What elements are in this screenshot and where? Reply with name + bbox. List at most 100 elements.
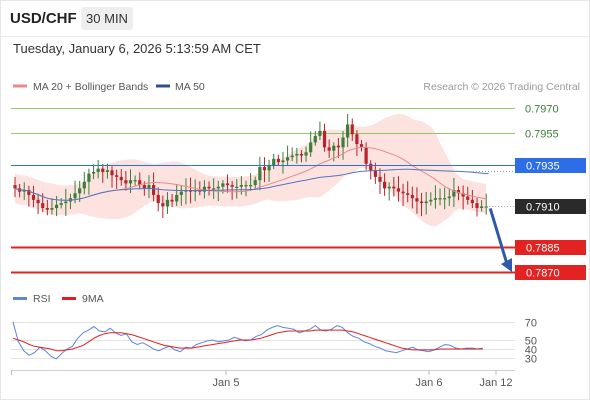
- candle-body: [147, 185, 151, 189]
- candle-body: [82, 181, 86, 189]
- pivot-label-box: [515, 158, 586, 173]
- candle-body: [447, 196, 451, 199]
- candle-body: [225, 183, 230, 186]
- current-price-box: [515, 199, 586, 214]
- candle-body: [27, 190, 31, 195]
- candle-body: [373, 170, 377, 177]
- candle-body: [175, 194, 179, 202]
- candle-body: [91, 171, 96, 174]
- timeframe-button[interactable]: 30 MIN: [81, 7, 133, 30]
- projection-arrow-shaft: [488, 207, 509, 265]
- candle-body: [50, 208, 54, 210]
- candle-body: [383, 181, 387, 189]
- rsi-ma-line: [12, 329, 483, 352]
- candle-body: [128, 180, 133, 184]
- ma50-legend-swatch: [156, 84, 170, 88]
- candle-body: [87, 173, 91, 182]
- ma50-line: [14, 168, 489, 201]
- current-price-label: 0.7910: [526, 202, 560, 214]
- candle-body: [133, 180, 137, 182]
- candle-body: [350, 124, 354, 135]
- candle-body: [369, 163, 373, 171]
- candle-body: [355, 134, 359, 145]
- x-tick-label-1: Jan 6: [416, 377, 443, 389]
- candle-body: [78, 188, 82, 194]
- price-levels: 0.7970 0.7955 0.7935 0.7910 0.7885 0.7870: [11, 104, 586, 280]
- candle-body: [313, 135, 317, 143]
- bollinger-band: [15, 113, 487, 227]
- candle-body: [258, 167, 262, 181]
- candle-body: [161, 203, 165, 207]
- candle-body: [124, 180, 128, 184]
- candle-body: [272, 158, 276, 166]
- candle-body: [461, 193, 465, 197]
- candle-body: [110, 170, 114, 176]
- candle-body: [45, 208, 49, 210]
- candle-body: [152, 185, 156, 195]
- candle-body: [304, 152, 308, 156]
- candle-body: [290, 155, 294, 158]
- support-label-box-4: [515, 240, 586, 255]
- candle-body: [396, 188, 401, 192]
- candle-body: [59, 203, 63, 205]
- ma20-legend-label: MA 20 + Bollinger Bands: [33, 81, 148, 93]
- support-label-4: 0.7885: [526, 243, 560, 255]
- candle-body: [470, 199, 474, 204]
- candle-body: [285, 157, 290, 161]
- candle-body: [276, 158, 280, 163]
- support-label-box-5: [515, 265, 586, 280]
- candle-body: [281, 160, 285, 163]
- candle-body: [318, 130, 322, 136]
- candle-body: [115, 175, 119, 177]
- candle-body: [438, 198, 442, 200]
- candle-body: [429, 199, 433, 202]
- candle-body: [401, 191, 405, 194]
- candle-body: [239, 185, 243, 187]
- candle-body: [475, 203, 479, 209]
- candle-body: [202, 186, 207, 192]
- candle-body: [156, 194, 160, 204]
- candle-body: [410, 194, 414, 199]
- ma20-legend-swatch: [13, 84, 27, 88]
- projection-arrow-head: [501, 258, 512, 272]
- candle-body: [480, 206, 484, 209]
- candle-body: [64, 201, 68, 204]
- candle-body: [387, 186, 391, 189]
- candle-body: [322, 130, 327, 148]
- rsi-legend-label: RSI: [33, 293, 51, 305]
- candle-body: [327, 147, 331, 151]
- candle-body: [332, 145, 336, 151]
- candle-body: [101, 168, 105, 172]
- candle-body: [119, 176, 123, 181]
- x-tick-label-0: Jan 5: [213, 377, 240, 389]
- candle-body: [31, 194, 36, 200]
- rsi-legend-swatch: [13, 297, 27, 300]
- candle-body: [466, 196, 470, 200]
- candle-body: [165, 199, 170, 207]
- candle-body: [96, 168, 100, 172]
- candle-body: [424, 201, 428, 204]
- candle-body: [170, 199, 174, 202]
- candle-body: [244, 185, 248, 187]
- candle-body: [142, 185, 146, 189]
- candle-body: [216, 186, 220, 189]
- pivot-label: 0.7935: [526, 161, 560, 173]
- x-tick-label-2: Jan 12: [479, 377, 512, 389]
- ma9-legend-swatch: [62, 297, 76, 300]
- candle-body: [443, 198, 447, 200]
- candle-body: [22, 190, 26, 192]
- candle-body: [295, 153, 299, 156]
- candle-body: [230, 185, 234, 187]
- candle-body: [253, 180, 257, 186]
- candle-body: [179, 191, 183, 195]
- support-label-5: 0.7870: [526, 268, 560, 280]
- candle-body: [456, 190, 461, 194]
- rsi-tick-50: 50: [525, 336, 537, 348]
- candle-body: [138, 180, 142, 186]
- candle-body: [415, 198, 419, 202]
- candle-body: [346, 124, 350, 138]
- candle-body: [13, 185, 17, 189]
- candle-body: [221, 183, 225, 187]
- candle-body: [336, 145, 340, 148]
